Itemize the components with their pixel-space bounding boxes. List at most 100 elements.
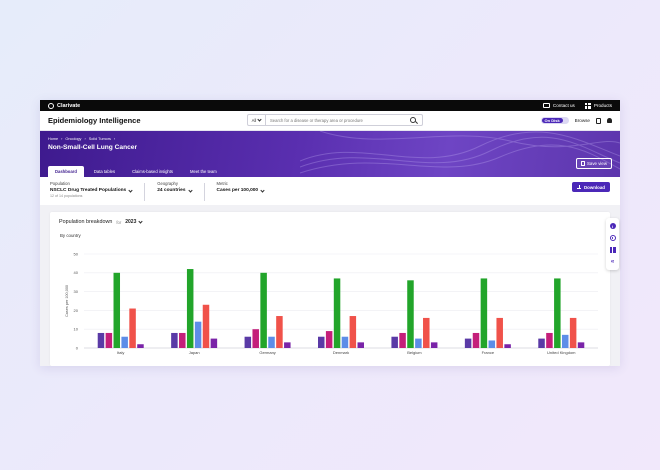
collapse-icon[interactable]: « (610, 259, 615, 265)
on-disk-toggle[interactable]: On Disk (540, 117, 569, 124)
download-button[interactable]: Download (572, 182, 610, 192)
bar (268, 336, 275, 348)
metric-value: Cases per 100,000 (216, 188, 259, 193)
bar (480, 278, 488, 348)
x-tick-label: United Kingdom (547, 350, 576, 355)
bar (561, 334, 569, 348)
bar (333, 278, 341, 348)
year-select[interactable]: 2023 (125, 219, 143, 225)
toggle-label: On Disk (541, 118, 563, 123)
search-input[interactable]: Search for a disease or therapy area or … (270, 117, 363, 123)
bar (186, 269, 194, 348)
x-tick-label: Germany (259, 350, 275, 355)
geography-filter[interactable]: Geography 24 countries (157, 181, 193, 193)
bar (105, 332, 113, 348)
bar (538, 338, 545, 348)
bar (260, 272, 267, 348)
breadcrumb-solid-tumors[interactable]: Solid Tumors (88, 137, 111, 141)
info-icon[interactable]: i (609, 223, 616, 229)
app-window: Clarivate Contact us Products Epidemiolo… (40, 100, 620, 366)
chevron-down-icon (128, 187, 133, 193)
x-tick-label: Italy (117, 350, 124, 355)
card-title: Population breakdown (59, 219, 113, 225)
chart-subtitle: By country (60, 233, 81, 238)
grid-icon (584, 102, 591, 109)
bar (488, 340, 496, 348)
geography-value: 24 countries (157, 188, 186, 193)
header-actions: On Disk Browse (540, 117, 612, 124)
tab-dashboard[interactable]: Dashboard (48, 166, 84, 177)
bar (399, 332, 406, 348)
download-icon (577, 185, 582, 189)
bar (464, 338, 472, 348)
bar (129, 308, 136, 348)
contact-us-link[interactable]: Contact us (542, 103, 575, 108)
bar (357, 342, 364, 348)
bar (569, 317, 577, 348)
year-value: 2023 (125, 219, 137, 225)
side-toolbar: i « (606, 218, 619, 270)
breadcrumb-home[interactable]: Home (48, 137, 59, 141)
search-icon[interactable] (410, 117, 416, 123)
breadcrumb-oncology[interactable]: Oncology (65, 137, 82, 141)
geography-label: Geography (157, 181, 178, 186)
top-bar: Clarivate Contact us Products (40, 100, 620, 111)
breadcrumb: Home › Oncology › Solid Tumors › (48, 137, 116, 141)
browse-link[interactable]: Browse (574, 118, 590, 123)
bar (318, 336, 325, 348)
y-tick-label: 30 (74, 289, 79, 294)
x-tick-label: Japan (189, 350, 200, 355)
bar (171, 332, 178, 348)
x-tick-label: France (482, 350, 495, 355)
bar (194, 321, 202, 348)
bell-icon[interactable] (607, 118, 612, 123)
tab-claims-based-insights[interactable]: Claims-based insights (132, 169, 174, 174)
bar (284, 342, 291, 348)
bar (504, 344, 511, 348)
target-icon[interactable] (609, 235, 616, 241)
clarivate-logo-icon (48, 102, 54, 109)
filter-bar: Population NSCLC Drug Treated Population… (40, 177, 620, 205)
bookmark-icon[interactable] (596, 117, 601, 124)
save-view-button[interactable]: Save view (575, 158, 612, 169)
contact-us-label: Contact us (552, 103, 575, 108)
banner-wave-decoration (300, 131, 620, 174)
tab-meet-the-team[interactable]: Meet the team (190, 169, 217, 174)
bar (210, 338, 218, 348)
chevron-down-icon (260, 187, 265, 193)
bar (137, 344, 144, 348)
brand-logo[interactable]: Clarivate (48, 102, 80, 109)
bar (341, 336, 349, 348)
search-scope-select[interactable]: All (248, 115, 266, 125)
y-tick-label: 20 (74, 308, 79, 313)
bar (349, 316, 357, 348)
for-label: for (116, 219, 122, 225)
save-view-label: Save view (586, 161, 607, 166)
y-tick-label: 10 (74, 327, 79, 332)
divider (144, 183, 146, 201)
divider (203, 183, 205, 201)
population-count: 12 of 14 populations (50, 194, 83, 198)
save-icon (580, 161, 585, 166)
app-header: Epidemiology Intelligence On Disk Browse (40, 111, 620, 131)
chevron-down-icon (187, 187, 193, 193)
bar (430, 342, 438, 348)
bar (496, 317, 503, 348)
x-tick-label: Belgium (407, 350, 422, 355)
disease-banner: Home › Oncology › Solid Tumors › Non-Small-… (40, 131, 620, 177)
tab-data-tables[interactable]: Data tables (93, 169, 116, 174)
products-link[interactable]: Products (584, 102, 612, 109)
app-title: Epidemiology Intelligence (48, 116, 141, 125)
bar (423, 317, 430, 348)
search-scope-value: All (251, 117, 257, 123)
metric-filter[interactable]: Metric Cases per 100,000 (217, 181, 265, 193)
layout-grid-icon[interactable] (609, 247, 616, 253)
y-tick-label: 40 (74, 270, 79, 275)
population-value: NSCLC Drug Treated Populations (50, 188, 127, 193)
download-label: Download (584, 184, 605, 190)
population-filter[interactable]: Population NSCLC Drug Treated Population… (50, 181, 133, 198)
x-tick-label: Denmark (333, 350, 349, 355)
bar (577, 342, 585, 348)
bar (121, 336, 128, 348)
bar (276, 316, 283, 348)
